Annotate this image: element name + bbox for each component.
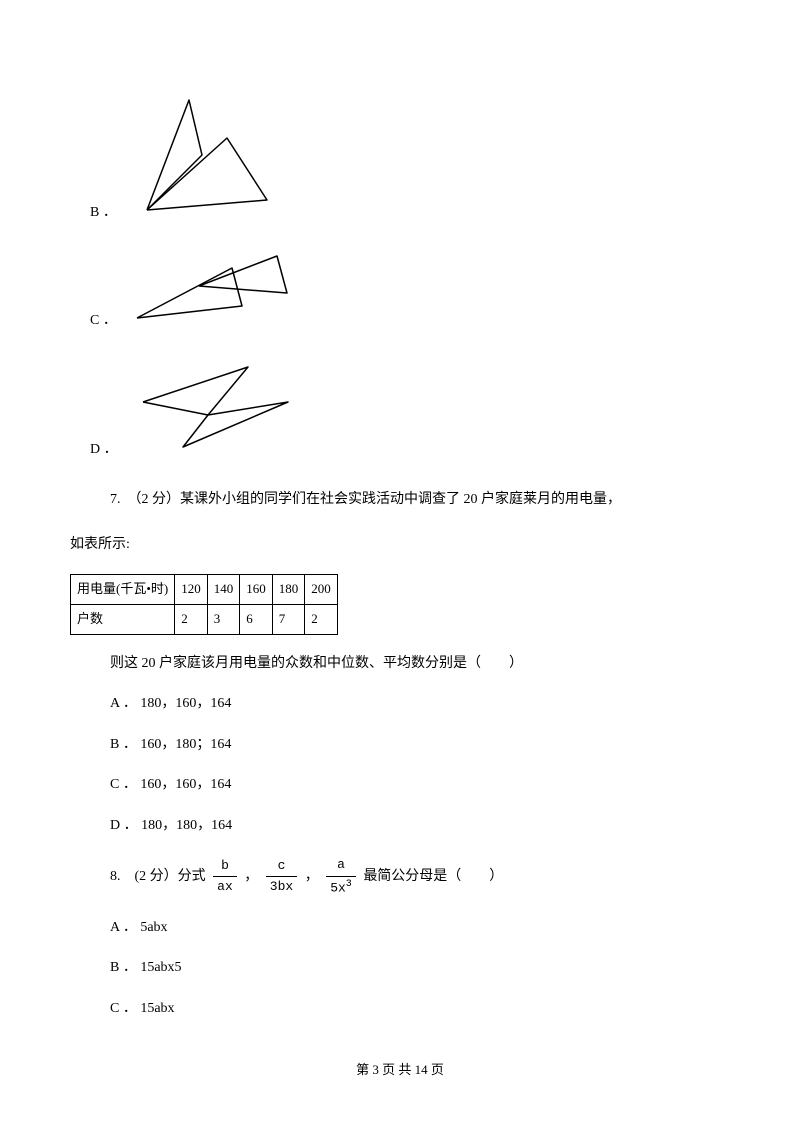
frac1-num: b: [213, 856, 237, 878]
option-d-label: D ．: [90, 439, 118, 465]
td-c3: 6: [240, 605, 273, 635]
th-120: 120: [175, 575, 208, 605]
footer-mid: 页 共: [379, 1062, 415, 1077]
footer-suffix: 页: [428, 1062, 444, 1077]
q8-stem: 8. (2 分）分式 b ax ， c 3bx ， a 5x3 最简公分母是（ …: [110, 855, 730, 899]
page-body: B ． C ． D ． 7. （2 分）某课外小组的同学们在社会实践活动中调查了…: [0, 0, 800, 1121]
figure-c: [127, 248, 297, 336]
q8-choice-c: C ． 15abx: [110, 998, 730, 1020]
figure-d: [128, 357, 298, 465]
triangles-d-icon: [128, 357, 298, 457]
q8-suffix: 最简公分母是（ ）: [363, 869, 503, 884]
th-usage: 用电量(千瓦•时): [71, 575, 175, 605]
option-d-row: D ．: [90, 357, 730, 465]
q7-question: 则这 20 户家庭该月用电量的众数和中位数、平均数分别是（ ）: [110, 653, 730, 675]
fraction-1: b ax: [213, 856, 237, 899]
th-180: 180: [272, 575, 305, 605]
footer-prefix: 第: [356, 1062, 372, 1077]
q7-table: 用电量(千瓦•时) 120 140 160 180 200 户数 2 3 6 7…: [70, 574, 338, 635]
figure-b: [127, 90, 277, 228]
page-footer: 第 3 页 共 14 页: [70, 1060, 730, 1081]
q7-choice-c: C ． 160，160，164: [110, 774, 730, 796]
option-b-label: B ．: [90, 202, 117, 228]
table-row: 用电量(千瓦•时) 120 140 160 180 200: [71, 575, 338, 605]
frac3-den: 5x3: [326, 877, 356, 899]
q8-choice-b: B ． 15abx5: [110, 957, 730, 979]
th-200: 200: [305, 575, 338, 605]
td-c1: 2: [175, 605, 208, 635]
frac3-den-base: 5x: [330, 880, 346, 895]
td-c5: 2: [305, 605, 338, 635]
triangles-c-icon: [127, 248, 297, 328]
frac3-den-exp: 3: [346, 879, 352, 890]
table-row: 户数 2 3 6 7 2: [71, 605, 338, 635]
td-c2: 3: [207, 605, 240, 635]
frac2-num: c: [266, 856, 297, 878]
q7-choice-a: A ． 180，160，164: [110, 693, 730, 715]
q7-stem-line1: 7. （2 分）某课外小组的同学们在社会实践活动中调查了 20 户家庭莱月的用电…: [110, 485, 730, 516]
q7-choice-d: D ． 180，180，164: [110, 815, 730, 837]
frac1-den: ax: [213, 877, 237, 898]
q7-choice-b: B ． 160，180；164: [110, 734, 730, 756]
q8-choice-a: A ． 5abx: [110, 917, 730, 939]
frac2-den: 3bx: [266, 877, 297, 898]
option-c-row: C ．: [90, 248, 730, 336]
fraction-3: a 5x3: [326, 855, 356, 899]
triangles-b-icon: [127, 90, 277, 220]
td-count-label: 户数: [71, 605, 175, 635]
fraction-2: c 3bx: [266, 856, 297, 899]
sep2: ，: [305, 869, 323, 884]
option-c-label: C ．: [90, 310, 117, 336]
td-c4: 7: [272, 605, 305, 635]
q8-prefix: 8. (2 分）分式: [110, 869, 209, 884]
q7-stem-line2: 如表所示:: [70, 534, 730, 556]
sep1: ，: [244, 869, 262, 884]
option-b-row: B ．: [90, 90, 730, 228]
th-160: 160: [240, 575, 273, 605]
frac3-num: a: [326, 855, 356, 877]
th-140: 140: [207, 575, 240, 605]
footer-page-total: 14: [415, 1062, 428, 1077]
